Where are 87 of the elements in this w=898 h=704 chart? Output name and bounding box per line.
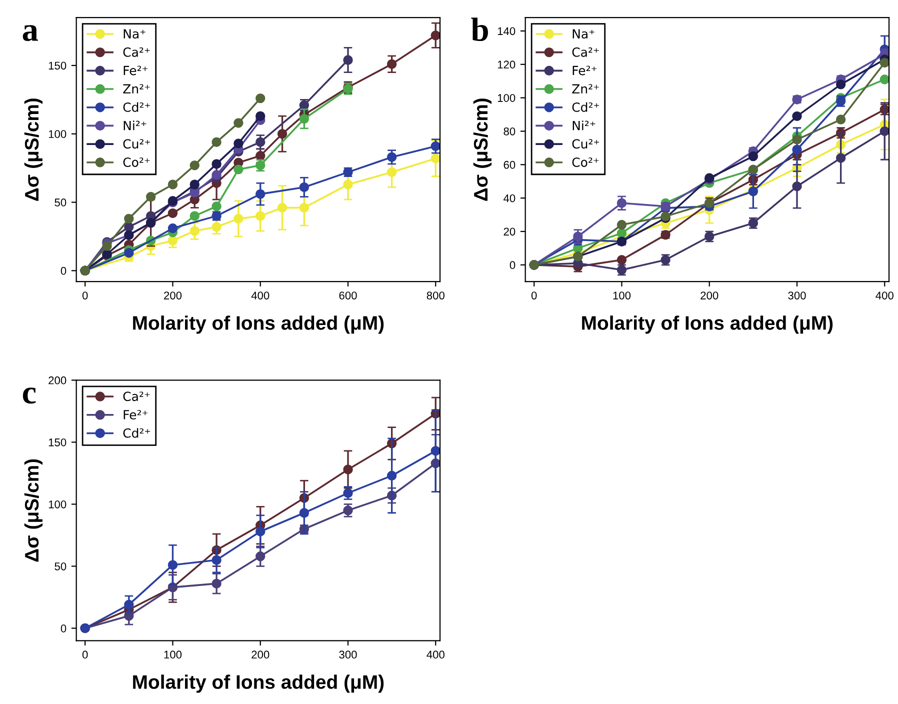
point (234, 138, 244, 148)
y-tick-label: 0 (60, 624, 66, 632)
legend-label: Ni²⁺ (572, 120, 596, 130)
point (190, 160, 200, 170)
x-tick-label: 400 (426, 650, 444, 659)
point (212, 202, 222, 212)
x-tick-label: 0 (82, 292, 88, 300)
chart-title: c (22, 388, 36, 404)
point (748, 151, 758, 162)
point (102, 241, 112, 251)
point (190, 211, 200, 221)
y-tick-label: 50 (54, 198, 66, 206)
chart-title: a (22, 25, 38, 42)
y-tick-label: 0 (510, 261, 516, 270)
y-tick-label: 100 (498, 94, 516, 102)
legend-label: Ca²⁺ (123, 392, 150, 402)
y-tick-label: 100 (48, 500, 66, 508)
legend-label: Na⁺ (124, 29, 146, 39)
point (124, 248, 134, 258)
y-tick-label: 120 (498, 60, 516, 69)
x-tick-label: 800 (426, 292, 444, 300)
point (234, 164, 244, 174)
point (234, 118, 244, 128)
x-tick-label: 0 (82, 650, 88, 659)
legend-label: Co²⁺ (123, 158, 150, 167)
point (212, 159, 222, 169)
point (146, 192, 156, 202)
point (616, 220, 627, 230)
point (212, 137, 222, 147)
point (190, 180, 200, 190)
point (880, 58, 890, 68)
point (880, 74, 890, 84)
x-axis-title: Molarity of Ions added (μM) (582, 316, 833, 334)
x-tick-label: 400 (876, 292, 894, 300)
x-tick-label: 100 (613, 292, 631, 300)
y-tick-label: 0 (60, 266, 66, 275)
point (168, 180, 178, 190)
y-tick-label: 20 (504, 228, 516, 236)
y-tick-label: 150 (48, 62, 66, 70)
y-tick-label: 140 (498, 27, 516, 36)
legend-label: Cd²⁺ (123, 102, 150, 112)
point (168, 223, 178, 234)
x-tick-label: 200 (164, 292, 182, 300)
x-tick-label: 100 (164, 650, 182, 659)
point (256, 111, 266, 121)
legend-label: Ni²⁺ (124, 120, 146, 130)
x-tick-label: 300 (788, 292, 806, 300)
point (792, 111, 802, 122)
y-tick-label: 100 (48, 130, 66, 138)
point (836, 80, 846, 90)
legend-label: Cu²⁺ (123, 139, 150, 149)
legend-label: Ca²⁺ (123, 47, 150, 57)
legend-label: Zn²⁺ (123, 84, 150, 94)
x-tick-label: 200 (252, 650, 270, 659)
legend-label: Cd²⁺ (572, 102, 600, 112)
point (836, 114, 846, 124)
x-tick-label: 0 (531, 292, 537, 300)
y-tick-label: 80 (504, 127, 516, 136)
y-tick-label: 150 (48, 438, 66, 446)
point (124, 214, 134, 224)
y-tick-label: 200 (48, 376, 66, 384)
legend-label: Na⁺ (572, 29, 594, 39)
x-tick-label: 400 (251, 292, 270, 300)
y-axis-title: Δσ (μS/cm) (24, 459, 43, 562)
legend-label: Ca²⁺ (572, 47, 599, 57)
legend-label: Fe²⁺ (124, 66, 148, 76)
x-axis-title: Molarity of Ions added (μM) (133, 316, 384, 334)
point (168, 208, 178, 218)
y-axis-title: Δσ (μS/cm) (24, 98, 43, 201)
x-tick-label: 200 (700, 292, 718, 300)
x-axis-title: Molarity of Ions added (μM) (133, 674, 384, 693)
chart-title: b (471, 18, 488, 42)
y-tick-label: 60 (504, 160, 516, 169)
legend-label: Zn²⁺ (572, 84, 599, 94)
legend-label: Fe²⁺ (572, 66, 597, 76)
point (256, 93, 266, 104)
point (792, 134, 802, 144)
x-tick-label: 300 (339, 650, 357, 659)
x-tick-label: 600 (339, 292, 357, 300)
y-tick-label: 50 (54, 562, 66, 570)
legend-label: Cu²⁺ (572, 139, 600, 149)
legend-label: Cd²⁺ (123, 428, 150, 438)
point (212, 170, 222, 180)
y-tick-label: 40 (504, 194, 516, 202)
y-axis-title: Δσ (μS/cm) (473, 98, 492, 201)
legend-label: Co²⁺ (572, 158, 599, 167)
legend-label: Fe²⁺ (124, 410, 148, 420)
